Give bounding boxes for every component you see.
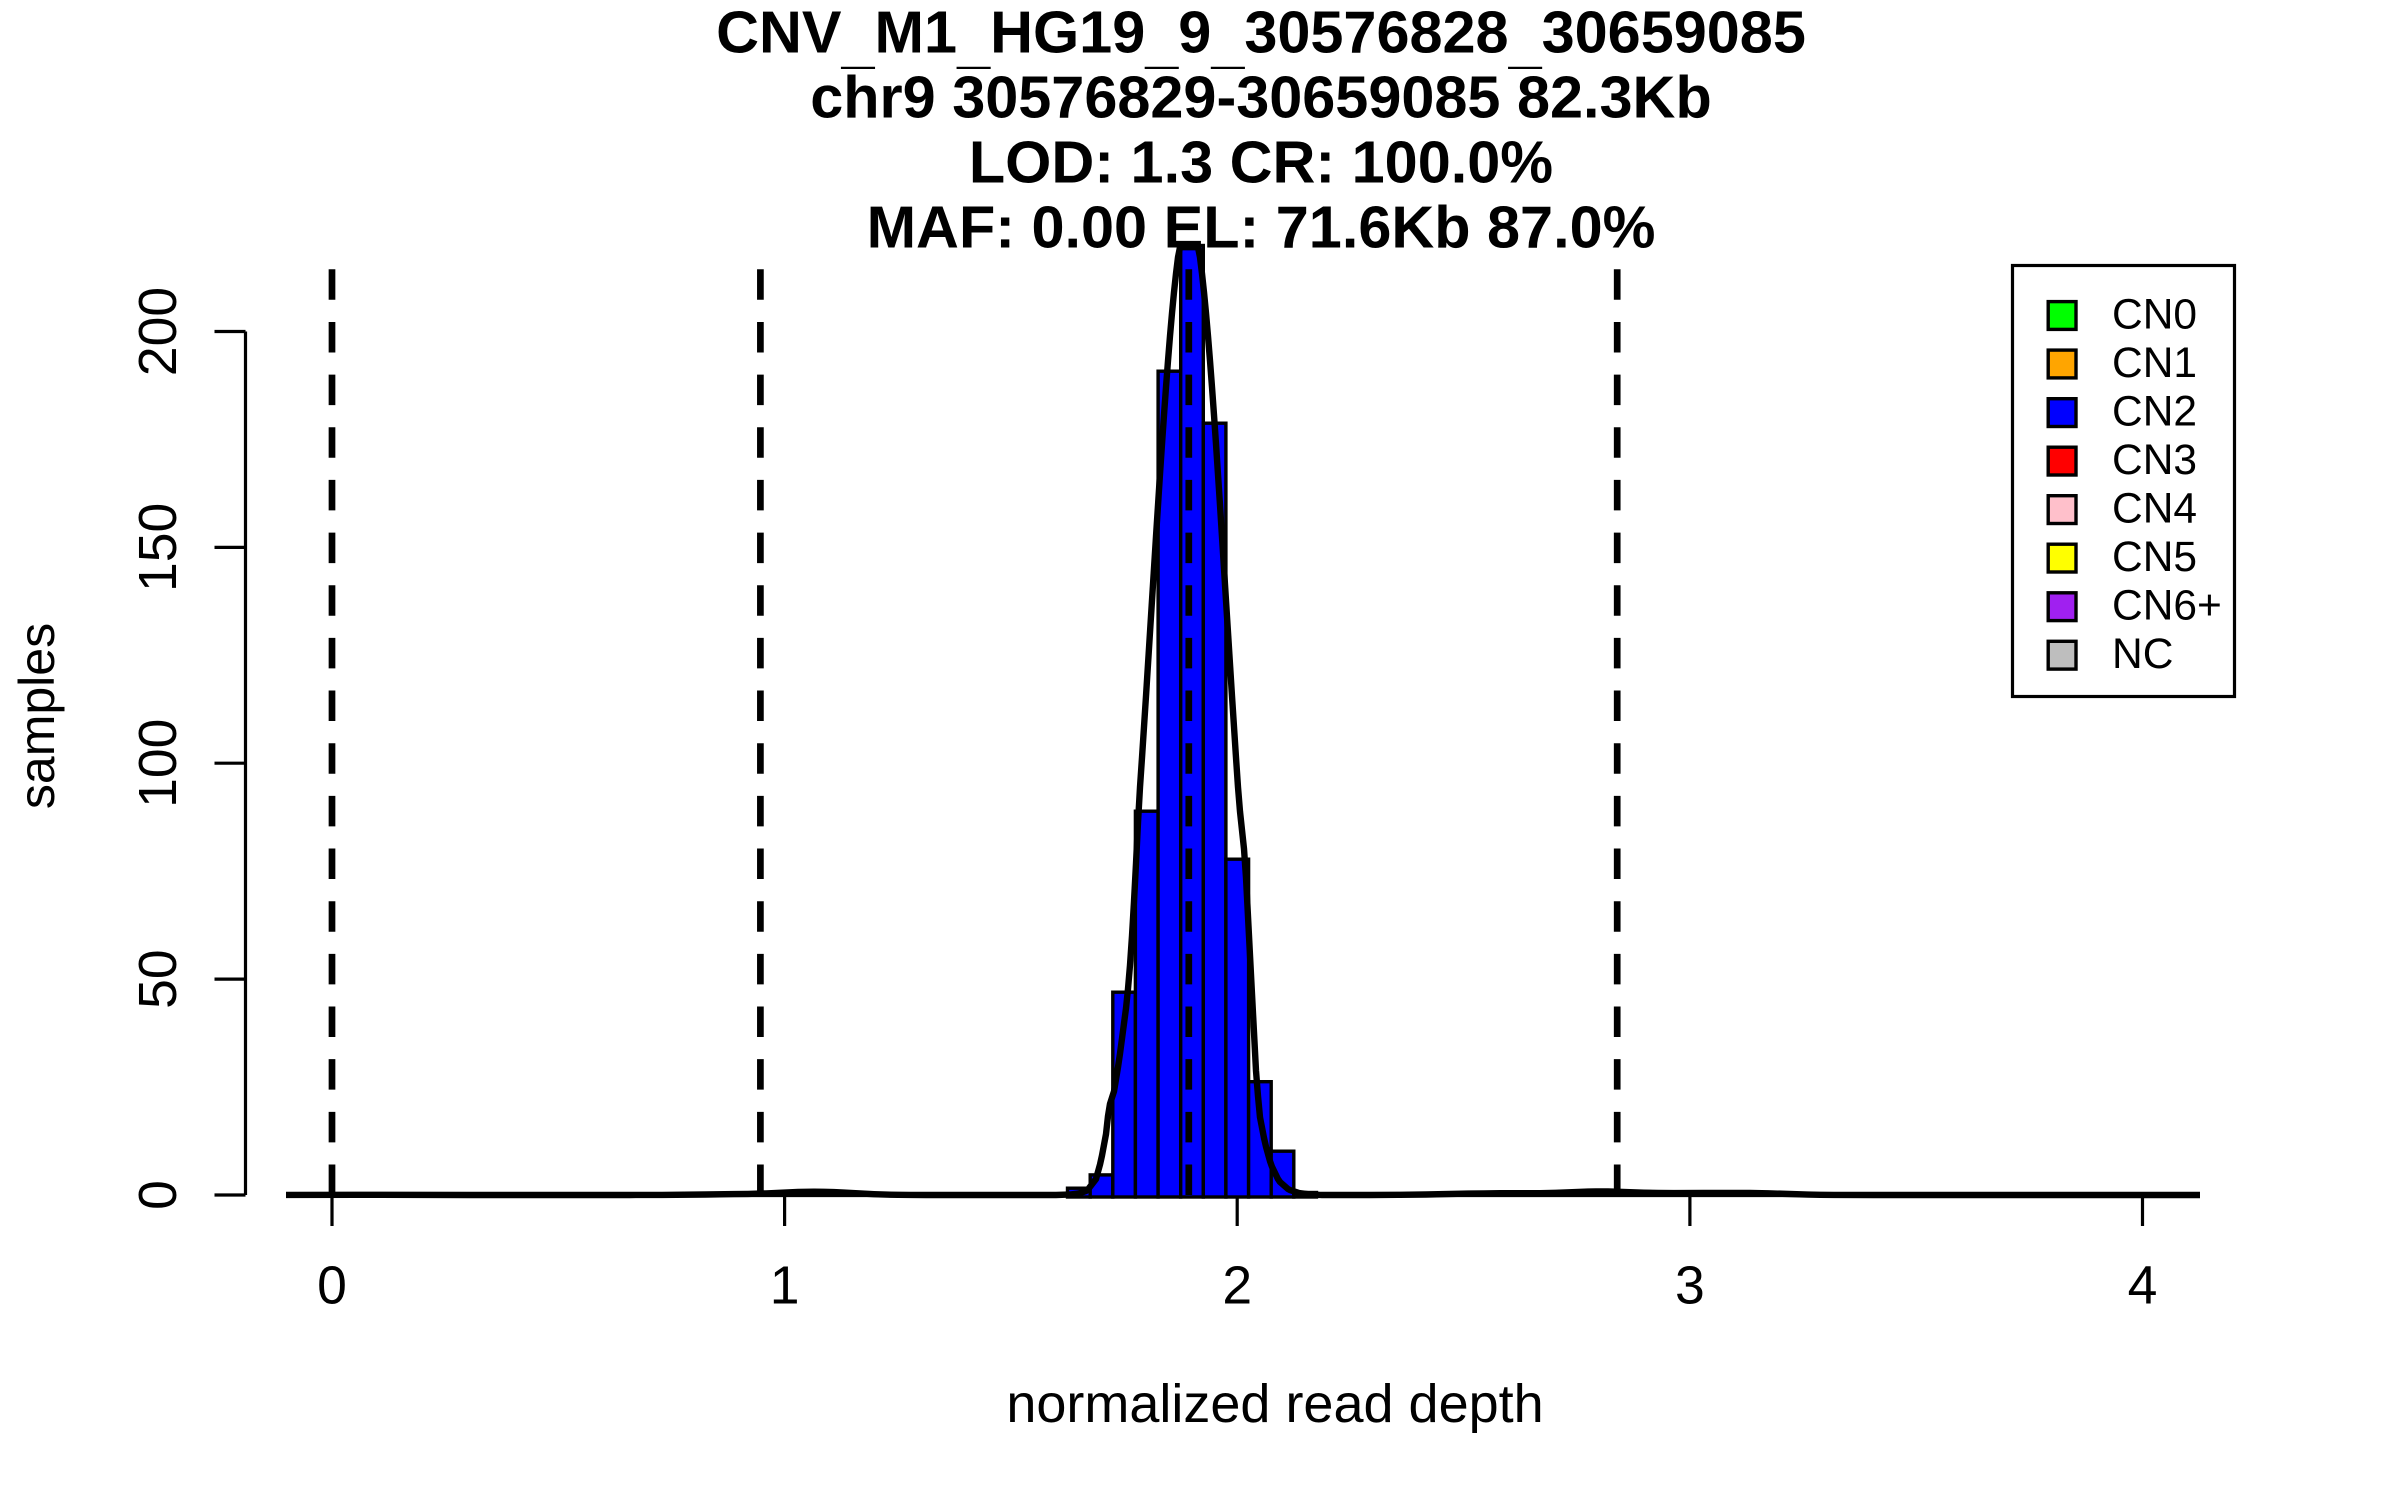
svg-text:normalized read depth: normalized read depth: [1006, 1374, 1543, 1434]
svg-text:LOD: 1.3 CR: 100.0%: LOD: 1.3 CR: 100.0%: [969, 129, 1553, 196]
svg-text:0: 0: [129, 1180, 188, 1210]
svg-text:50: 50: [129, 949, 188, 1009]
svg-text:CN6+: CN6+: [2112, 583, 2222, 630]
svg-text:MAF: 0.00 EL: 71.6Kb 87.0%: MAF: 0.00 EL: 71.6Kb 87.0%: [867, 194, 1656, 261]
svg-text:CN3: CN3: [2112, 437, 2197, 484]
svg-text:150: 150: [129, 503, 188, 592]
svg-text:2: 2: [1222, 1257, 1252, 1316]
svg-text:CN1: CN1: [2112, 340, 2197, 387]
svg-text:100: 100: [129, 719, 188, 808]
svg-text:CN5: CN5: [2112, 534, 2197, 581]
svg-text:NC: NC: [2112, 631, 2173, 678]
svg-text:samples: samples: [9, 623, 65, 809]
svg-text:3: 3: [1675, 1257, 1705, 1316]
svg-text:CN2: CN2: [2112, 389, 2197, 436]
svg-text:0: 0: [317, 1257, 347, 1316]
svg-text:CN4: CN4: [2112, 486, 2197, 533]
svg-text:200: 200: [129, 287, 188, 376]
svg-text:CN0: CN0: [2112, 292, 2197, 339]
svg-text:4: 4: [2128, 1257, 2158, 1316]
svg-text:1: 1: [770, 1257, 800, 1316]
svg-text:chr9 30576829-30659085 82.3Kb: chr9 30576829-30659085 82.3Kb: [810, 64, 1711, 131]
svg-text:CNV_M1_HG19_9_30576828_3065908: CNV_M1_HG19_9_30576828_30659085: [716, 0, 1806, 75]
